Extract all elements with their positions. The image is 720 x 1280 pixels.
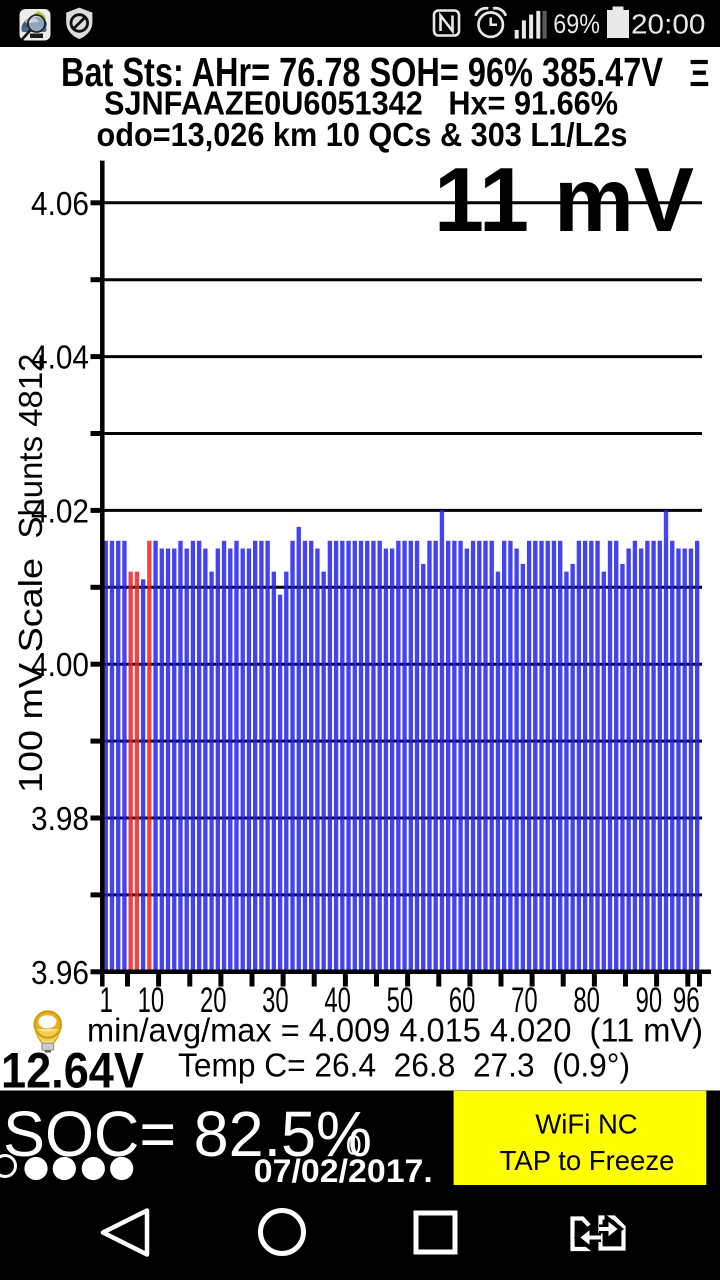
svg-text:80: 80 [573, 981, 600, 1020]
svg-text:WiFi NC: WiFi NC [535, 1109, 637, 1140]
svg-text:20:00: 20:00 [631, 9, 706, 40]
svg-text:69%: 69% [553, 9, 600, 39]
svg-text:50: 50 [387, 981, 414, 1020]
svg-text:3.96: 3.96 [31, 954, 89, 991]
svg-text:min/avg/max = 4.009 4.015 4.02: min/avg/max = 4.009 4.015 4.020 (11 mV) [87, 1011, 703, 1048]
svg-text:1: 1 [100, 981, 114, 1020]
svg-text:70: 70 [511, 981, 538, 1020]
svg-text:Bat Sts: AHr= 76.78 SOH= 96% 3: Bat Sts: AHr= 76.78 SOH= 96% 385.47V [61, 49, 664, 95]
svg-text:20: 20 [200, 981, 227, 1020]
svg-text:SJNFAAZE0U6051342 Hx= 91.66%: SJNFAAZE0U6051342 Hx= 91.66% [104, 85, 618, 122]
svg-text:90: 90 [636, 981, 663, 1020]
svg-text:4.04: 4.04 [31, 339, 89, 376]
svg-text:TAP to Freeze: TAP to Freeze [500, 1145, 675, 1176]
svg-text:odo=13,026 km 10 QCs & 303 L1/: odo=13,026 km 10 QCs & 303 L1/L2s [97, 116, 628, 153]
svg-text:10: 10 [138, 981, 165, 1020]
svg-text:Temp C= 26.4 26.8 27.3 (0.9: Temp C= 26.4 26.8 27.3 (0.9°) [178, 1047, 630, 1084]
svg-text:Shunts 4812: Shunts 4812 [12, 354, 49, 539]
svg-text:40: 40 [324, 981, 351, 1020]
svg-text:96: 96 [673, 981, 700, 1020]
svg-text:4.00: 4.00 [31, 646, 89, 683]
svg-text:3.98: 3.98 [31, 800, 89, 837]
svg-text:60: 60 [449, 981, 476, 1020]
svg-text:07/02/2017.: 07/02/2017. [254, 1153, 433, 1189]
svg-text:30: 30 [262, 981, 289, 1020]
svg-text:11 mV: 11 mV [434, 150, 694, 251]
svg-text:100 mV Scale: 100 mV Scale [12, 558, 49, 793]
svg-text:12.64V: 12.64V [1, 1043, 145, 1099]
svg-text:0: 0 [346, 1130, 362, 1161]
svg-text:4.06: 4.06 [31, 185, 89, 222]
svg-text:4.02: 4.02 [31, 492, 89, 529]
